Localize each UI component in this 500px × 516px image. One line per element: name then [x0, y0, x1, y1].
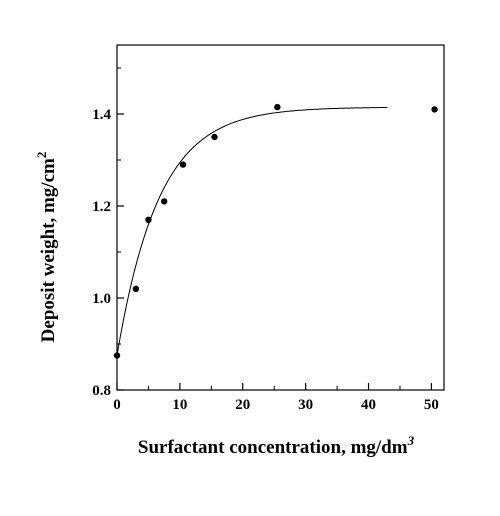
data-point: [160, 198, 168, 205]
plot-frame: [116, 44, 445, 391]
data-point: [431, 106, 438, 113]
data-points: [113, 103, 438, 359]
y-axis-title-superscript: 2: [34, 152, 49, 159]
y-axis-title: Deposit weight, mg/cm2: [34, 152, 59, 343]
fit-curve: [116, 106, 388, 356]
data-point: [274, 103, 281, 111]
y-tick-label: 1.4: [92, 107, 111, 123]
data-point: [132, 285, 140, 292]
x-axis-title-superscript: 3: [407, 433, 415, 448]
y-axis-title-text: Deposit weight, mg/cm: [38, 158, 59, 342]
x-tick-label: 20: [235, 397, 250, 413]
x-tick-label: 0: [113, 397, 121, 413]
y-tick-label: 1.2: [92, 199, 111, 215]
y-axis-ticks: 0.8 1.0 1.2 1.4: [92, 67, 124, 399]
x-tick-label: 10: [172, 397, 187, 413]
x-tick-label: 40: [361, 397, 376, 413]
x-axis-title-text: Surfactant concentration, mg/dm: [138, 437, 408, 458]
x-axis-title: Surfactant concentration, mg/dm3: [138, 433, 415, 458]
y-tick-label: 1.0: [92, 291, 111, 307]
data-point: [179, 161, 187, 168]
x-axis-ticks: 0 10 20 30 40 50: [113, 383, 439, 413]
x-tick-label: 30: [298, 397, 313, 413]
y-tick-label: 0.8: [92, 383, 111, 399]
data-point: [211, 133, 218, 141]
data-point: [145, 216, 152, 223]
x-tick-label: 50: [424, 397, 439, 413]
data-point: [113, 352, 121, 359]
